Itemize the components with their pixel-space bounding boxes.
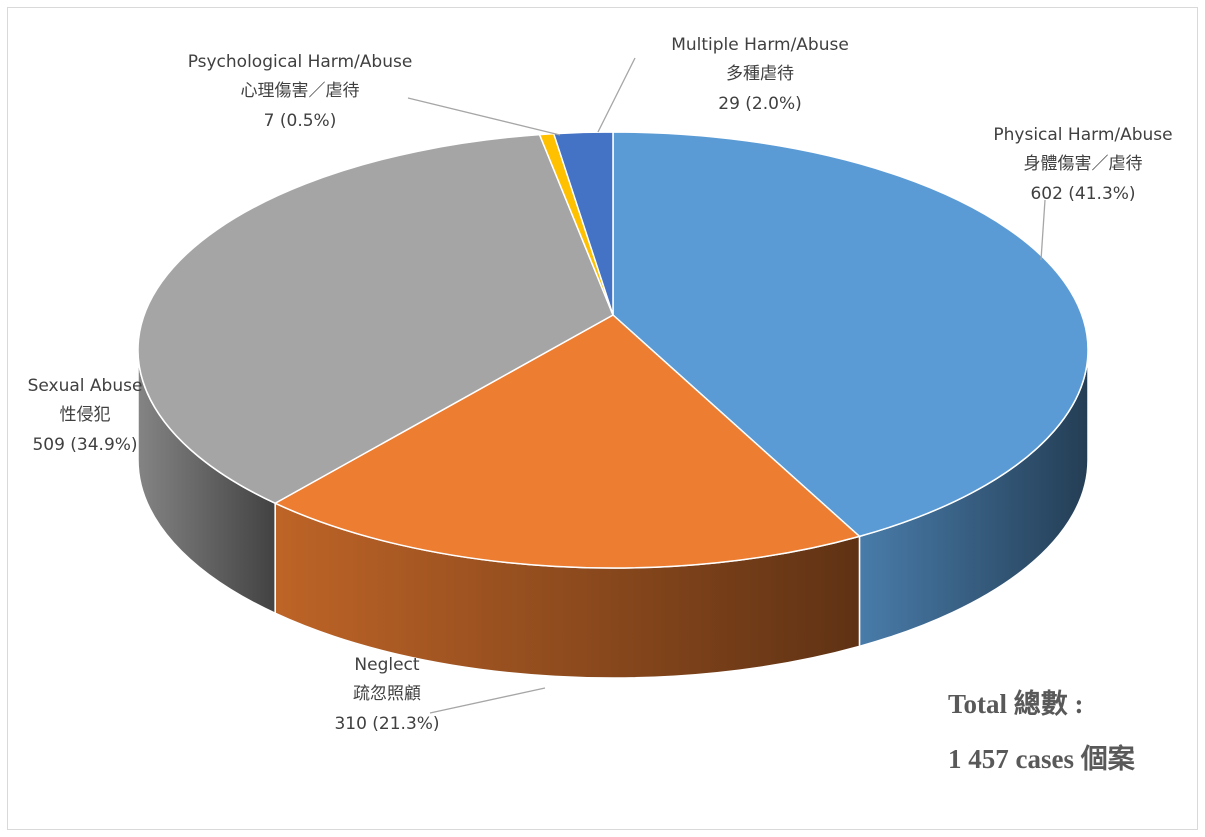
slice-label: Multiple Harm/Abuse	[671, 35, 849, 55]
total-annotation: 1 457 cases 個案	[948, 743, 1136, 774]
slice-label: Physical Harm/Abuse	[993, 125, 1172, 145]
slice-label-zh: 心理傷害／虐待	[241, 81, 360, 101]
slice-label-zh: 疏忽照顧	[353, 684, 421, 704]
leader-line	[407, 97, 561, 136]
leader-line	[429, 687, 546, 714]
leader-line	[597, 57, 636, 133]
slice	[612, 131, 1089, 538]
leader-line	[1040, 199, 1046, 261]
value-label: 29 (2.0%)	[718, 94, 802, 114]
value-label: 602 (41.3%)	[1030, 184, 1135, 204]
slice	[137, 133, 614, 505]
value-label: 509 (34.9%)	[32, 435, 137, 455]
slice-label: Neglect	[354, 655, 419, 675]
slice-label-zh: 身體傷害／虐待	[1024, 154, 1143, 174]
slice	[273, 314, 861, 569]
value-label: 7 (0.5%)	[264, 111, 337, 131]
value-label: 310 (21.3%)	[334, 714, 439, 734]
slice-label-zh: 性侵犯	[60, 405, 111, 425]
slice-label-zh: 多種虐待	[726, 64, 794, 84]
total-annotation: Total 總數 :	[948, 688, 1084, 719]
slice-label: Sexual Abuse	[28, 376, 143, 396]
slice-label: Psychological Harm/Abuse	[188, 52, 413, 72]
